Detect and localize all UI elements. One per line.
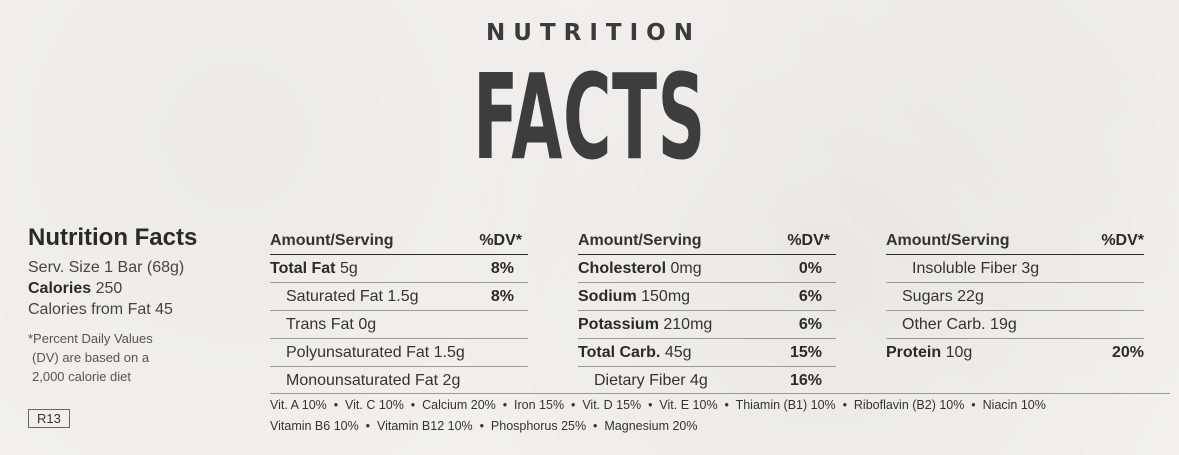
- nutrient-label: Saturated Fat 1.5g: [286, 283, 419, 310]
- nutrient-row: Insoluble Fiber 3g: [886, 255, 1144, 283]
- nutrient-name: Protein: [886, 344, 942, 361]
- nutrient-label: Dietary Fiber 4g: [594, 367, 708, 394]
- nutrient-amount: 1.5g: [433, 344, 465, 361]
- nutrient-dv: 20%: [1111, 344, 1144, 361]
- nutrient-amount: 3g: [1021, 260, 1040, 277]
- footnote-line-3: 2,000 calorie diet: [32, 369, 132, 384]
- nutrient-name: Total Carb.: [578, 344, 661, 361]
- nutrient-column-2: Amount/Serving %DV* Cholesterol 0mg 0% Sod…: [578, 228, 836, 394]
- nutrient-name: Dietary Fiber: [594, 372, 686, 389]
- nutrient-name: Cholesterol: [578, 260, 667, 277]
- nutrient-row: Saturated Fat 1.5g 8%: [270, 283, 528, 311]
- dv-header: %DV*: [479, 232, 522, 249]
- amount-serving-header: Amount/Serving: [270, 232, 394, 249]
- amount-serving-header: Amount/Serving: [886, 232, 1010, 249]
- nutrient-row: Total Fat 5g 8%: [270, 255, 528, 283]
- nutrient-name: Insoluble Fiber: [912, 260, 1017, 277]
- nutrient-name: Monounsaturated Fat: [286, 372, 439, 389]
- vitamins-line-1: Vit. A 10% • Vit. C 10% • Calcium 20% • …: [270, 398, 1046, 412]
- nutrient-name: Trans Fat: [286, 316, 354, 333]
- serving-size: Serv. Size 1 Bar (68g): [28, 259, 185, 276]
- nutrient-amount: 2g: [442, 372, 461, 389]
- nutrient-dv: 6%: [798, 316, 822, 333]
- nutrient-amount: 0mg: [670, 260, 702, 277]
- nutrient-amount: 19g: [990, 316, 1017, 333]
- nutrient-amount: 150mg: [641, 288, 691, 305]
- nutrient-row: Sodium 150mg 6%: [578, 283, 836, 311]
- nutrient-dv: 8%: [490, 288, 514, 305]
- nutrient-label: Potassium 210mg: [578, 311, 712, 338]
- nutrient-amount: 10g: [945, 344, 973, 361]
- nutrient-name: Potassium: [578, 316, 659, 333]
- nutrient-column-3: Amount/Serving %DV* Insoluble Fiber 3g Su…: [886, 228, 1144, 366]
- nutrient-row: Monounsaturated Fat 2g: [270, 367, 528, 394]
- column-header: Amount/Serving %DV*: [578, 228, 836, 255]
- nutrient-amount: 45g: [664, 344, 692, 361]
- amount-serving-header: Amount/Serving: [578, 232, 702, 249]
- nutrient-row: Cholesterol 0mg 0%: [578, 255, 836, 283]
- calories-line: Calories 250: [28, 278, 243, 299]
- nutrient-name: Other Carb.: [902, 316, 986, 333]
- calories-value: 250: [95, 280, 123, 297]
- calories-label: Calories: [28, 280, 92, 297]
- nutrient-dv: 0%: [798, 260, 822, 277]
- nutrient-amount: 1.5g: [387, 288, 419, 305]
- nutrient-row: Sugars 22g: [886, 283, 1144, 311]
- vitamins-line-2: Vitamin B6 10% • Vitamin B12 10% • Phosp…: [270, 419, 698, 433]
- product-code-badge: R13: [28, 409, 70, 428]
- nutrient-dv: 16%: [789, 372, 822, 389]
- nutrient-name: Polyunsaturated Fat: [286, 344, 430, 361]
- nutrient-label: Total Fat 5g: [270, 255, 358, 282]
- nutrient-label: Cholesterol 0mg: [578, 255, 702, 282]
- header-facts: FACTS: [473, 48, 706, 186]
- nutrient-amount: 0g: [358, 316, 377, 333]
- vitamins-minerals: Vit. A 10% • Vit. C 10% • Calcium 20% • …: [270, 393, 1170, 437]
- footnote-line-1: *Percent Daily Values: [28, 331, 153, 346]
- nutrient-column-1: Amount/Serving %DV* Total Fat 5g 8% Satura…: [270, 228, 528, 394]
- nutrient-row: Total Carb. 45g 15%: [578, 339, 836, 367]
- dv-footnote: *Percent Daily Values (DV) are based on …: [28, 329, 243, 386]
- nutrient-label: Polyunsaturated Fat 1.5g: [286, 339, 465, 366]
- column-header: Amount/Serving %DV*: [886, 228, 1144, 255]
- nutrient-label: Trans Fat 0g: [286, 311, 376, 338]
- header-nutrition: NUTRITION: [486, 20, 701, 46]
- nutrient-row: Potassium 210mg 6%: [578, 311, 836, 339]
- nutrient-dv: 6%: [798, 288, 822, 305]
- nutrient-label: Monounsaturated Fat 2g: [286, 367, 460, 394]
- nutrient-row: Protein 10g 20%: [886, 339, 1144, 366]
- nutrient-label: Insoluble Fiber 3g: [912, 255, 1039, 282]
- nutrient-dv: 15%: [789, 344, 822, 361]
- nutrient-amount: 210mg: [663, 316, 713, 333]
- nutrient-label: Sodium 150mg: [578, 283, 690, 310]
- nutrient-amount: 5g: [339, 260, 358, 277]
- nutrition-facts-title: Nutrition Facts: [28, 224, 198, 251]
- nutrient-name: Sugars: [902, 288, 953, 305]
- nutrient-row: Other Carb. 19g: [886, 311, 1144, 339]
- nutrient-label: Protein 10g: [886, 339, 972, 366]
- nutrient-label: Sugars 22g: [902, 283, 984, 310]
- nutrient-name: Sodium: [578, 288, 637, 305]
- footnote-line-2: (DV) are based on a: [32, 350, 150, 365]
- summary-panel: Nutrition Facts Serv. Size 1 Bar (68g) C…: [28, 224, 243, 386]
- column-header: Amount/Serving %DV*: [270, 228, 528, 255]
- dv-header: %DV*: [787, 232, 830, 249]
- nutrient-amount: 4g: [690, 372, 708, 389]
- nutrient-name: Saturated Fat: [286, 288, 383, 305]
- nutrient-amount: 22g: [957, 288, 984, 305]
- nutrient-label: Total Carb. 45g: [578, 339, 692, 366]
- nutrient-name: Total Fat: [270, 260, 336, 277]
- nutrient-row: Polyunsaturated Fat 1.5g: [270, 339, 528, 367]
- nutrient-label: Other Carb. 19g: [902, 311, 1017, 338]
- nutrient-row: Dietary Fiber 4g 16%: [578, 367, 836, 394]
- nutrient-row: Trans Fat 0g: [270, 311, 528, 339]
- calories-from-fat: Calories from Fat 45: [28, 301, 173, 318]
- dv-header: %DV*: [1101, 232, 1144, 249]
- nutrient-dv: 8%: [490, 260, 514, 277]
